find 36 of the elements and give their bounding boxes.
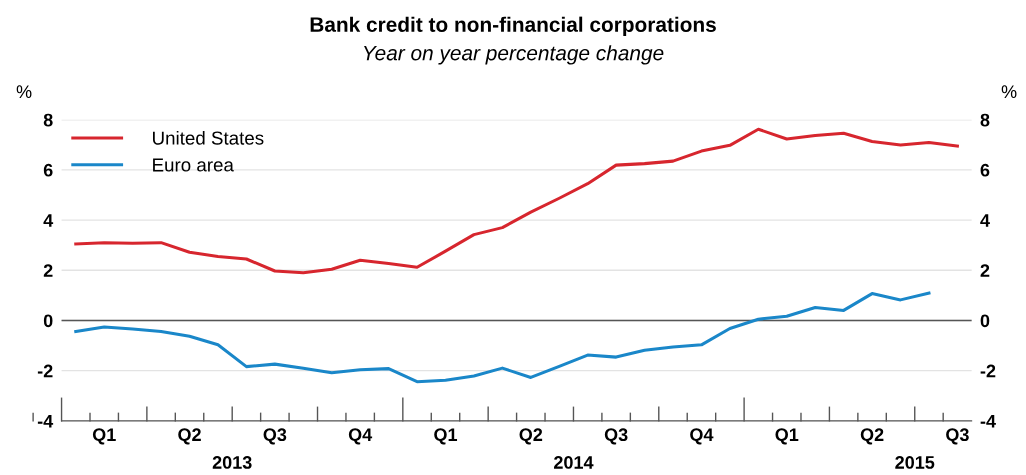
y2-tick-label: 0 — [980, 314, 990, 328]
y-tick-label: 6 — [43, 163, 53, 177]
x2-tick-label: 2013 — [212, 456, 252, 469]
y-axis-title: % — [16, 85, 32, 98]
y2-axis-title: % — [1001, 85, 1017, 98]
x-tick-label: Q3 — [946, 428, 969, 445]
x-tick-label: Q2 — [860, 428, 884, 445]
y-tick-label: 8 — [43, 113, 53, 127]
y2-tick-label: 8 — [980, 113, 990, 127]
y-tick-label: 2 — [43, 264, 53, 277]
x-tick-label: Q4 — [690, 428, 714, 445]
x-tick-label: Q1 — [92, 428, 116, 445]
y2-tick-label: 6 — [980, 163, 990, 177]
x-tick-label: Q4 — [348, 428, 373, 445]
y2-tick-label: -4 — [980, 414, 996, 428]
y2-tick-label: 4 — [980, 214, 990, 227]
x2-tick-label: 2015 — [895, 456, 935, 469]
x-tick-label: Q1 — [775, 428, 799, 445]
y-tick-label: 0 — [43, 314, 53, 328]
x-tick-label: Q2 — [519, 428, 543, 445]
x-tick-label: Q3 — [604, 428, 628, 445]
line-series — [74, 291, 931, 384]
legend-label: Euro area — [153, 158, 234, 172]
y2-tick-label: -2 — [980, 364, 996, 378]
x2-tick-label: 2014 — [554, 456, 594, 469]
x-tick-label: Q3 — [263, 428, 287, 445]
y-tick-label: -2 — [37, 364, 53, 378]
line-series — [74, 127, 959, 275]
y2-tick-label: 2 — [980, 264, 990, 277]
y-tick-label: -4 — [37, 414, 54, 428]
x-tick-label: Q2 — [178, 428, 201, 445]
x-tick-label: Q1 — [434, 428, 458, 445]
chart-title: Bank credit to non-financial corporations — [310, 16, 716, 37]
chart-subtitle: Year on year percentage change — [364, 45, 664, 65]
legend-label: United States — [153, 130, 264, 145]
y-tick-label: 4 — [43, 214, 54, 227]
